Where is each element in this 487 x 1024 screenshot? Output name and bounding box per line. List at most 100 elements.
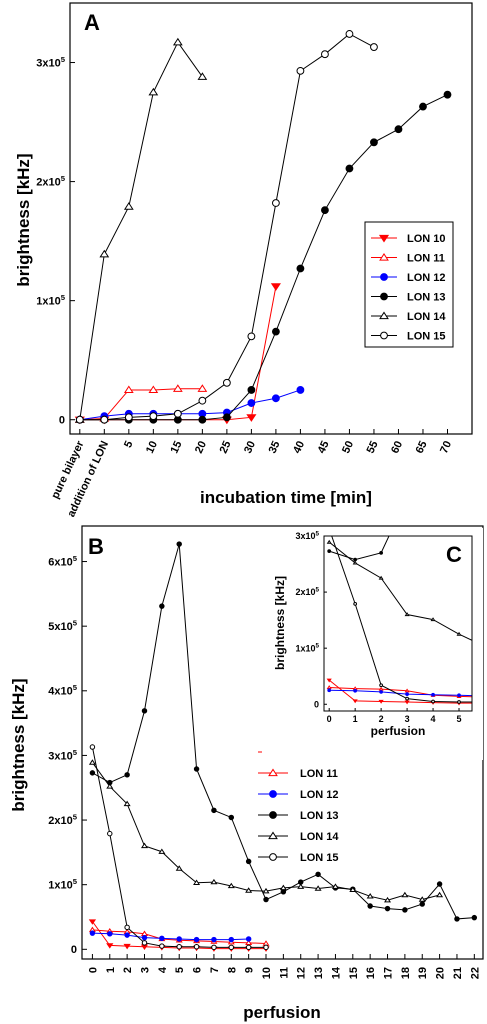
series-lon-15 [75,30,378,424]
x-tick-label: 13 [313,967,325,979]
x-tick-label: 12 [296,967,308,979]
data-point [149,412,158,421]
legend-label: LON 13 [300,810,339,822]
data-point [321,50,329,59]
y-tick-label-base: 1x10 [295,643,315,653]
data-point [247,386,256,394]
y-tick-label-exponent: 5 [73,554,78,563]
y-tick-label: 2x105 [48,813,77,827]
data-point [140,930,148,936]
x-tick-label: 7 [209,967,221,973]
inset-x-tick-label: 4 [431,714,436,724]
data-point [211,944,217,951]
data-point [123,943,131,950]
legend-label: LON 15 [300,852,339,864]
data-point [314,885,322,891]
y-tick-label-base: 3x10 [48,750,72,762]
legend-item: LON 13 [371,292,446,304]
inset-data-point [431,699,435,704]
data-point [279,884,287,891]
data-point [394,125,403,134]
data-point [263,944,269,951]
x-tick-label: 2 [122,967,134,973]
legend-item: LON 14 [371,311,446,323]
y-tick-label: 3x105 [48,748,77,762]
panel-b-y-axis-title: brightness [kHz] [9,678,28,811]
x-tick-label: 11 [278,967,290,979]
panel-c-label: C [446,542,462,567]
y-tick-label: 6x105 [48,554,77,568]
y-tick-label: 0 [314,699,319,709]
panel-c-y-axis-title: brightness [kHz] [273,576,287,670]
x-tick-label: 0 [87,967,99,973]
data-point [402,907,408,913]
data-point [419,901,425,907]
inset-series-layer [326,351,472,706]
legend-label: LON 12 [300,789,339,801]
y-tick-label-base: 4x10 [48,686,72,698]
legend-label: LON 15 [407,331,446,343]
y-tick-label-exponent: 5 [315,531,319,538]
inset-data-point [431,692,435,697]
y-tick-label: 2x105 [295,587,319,598]
inset-data-point [456,631,462,636]
legend-label: LON 14 [407,311,446,323]
legend-label: LON 10 [407,233,446,245]
inset-data-point [405,696,409,701]
legend-marker [268,768,278,777]
data-point [262,940,270,946]
data-point [140,842,148,849]
data-point [75,415,84,424]
data-point [123,202,134,210]
inset-data-point [378,575,384,580]
data-point [107,931,113,937]
inset-data-point [353,602,358,606]
data-point [345,164,354,173]
inset-data-point [326,678,332,683]
inset-data-point [353,557,358,562]
inset-data-point [458,351,461,354]
series-lon-15 [89,744,269,951]
series-lon-14 [74,37,208,423]
data-point [419,102,427,111]
legend-marker [269,790,277,798]
data-point [262,887,270,894]
data-point [247,332,256,341]
data-point [246,414,257,422]
inset-data-point [326,539,332,544]
data-point [176,936,182,942]
data-point [100,415,109,424]
data-point [124,924,130,931]
data-point [197,384,208,392]
series-lon-12 [75,386,305,424]
data-point [193,879,201,885]
data-point [296,66,305,75]
y-tick-label-exponent: 5 [61,55,66,64]
legend-item: LON 15 [258,852,339,864]
legend-item: LON 12 [371,272,446,284]
series-line [79,389,301,421]
x-tick-label: 5 [122,439,135,450]
series-line [79,388,203,421]
y-tick-label-exponent: 5 [73,813,78,822]
legend-item: LON 11 [258,768,338,780]
inset-series-lon-13 [327,351,461,562]
data-point [443,90,452,99]
inset-series-lon-12 [327,688,472,698]
y-tick-label: 4x105 [48,683,77,697]
x-tick-label: 35 [267,439,283,455]
inset-series-line [329,689,472,697]
inset-data-point [379,690,383,694]
data-point [315,871,321,878]
data-point [173,409,182,418]
panel-a-label: A [84,10,100,35]
inset-data-point [379,683,383,688]
data-point [175,865,183,871]
x-tick-label: 16 [365,967,377,979]
x-tick-label: 17 [383,967,395,979]
y-tick-label-exponent: 5 [61,293,66,302]
data-point [193,936,200,943]
series-line [91,746,267,948]
data-point [159,935,165,942]
